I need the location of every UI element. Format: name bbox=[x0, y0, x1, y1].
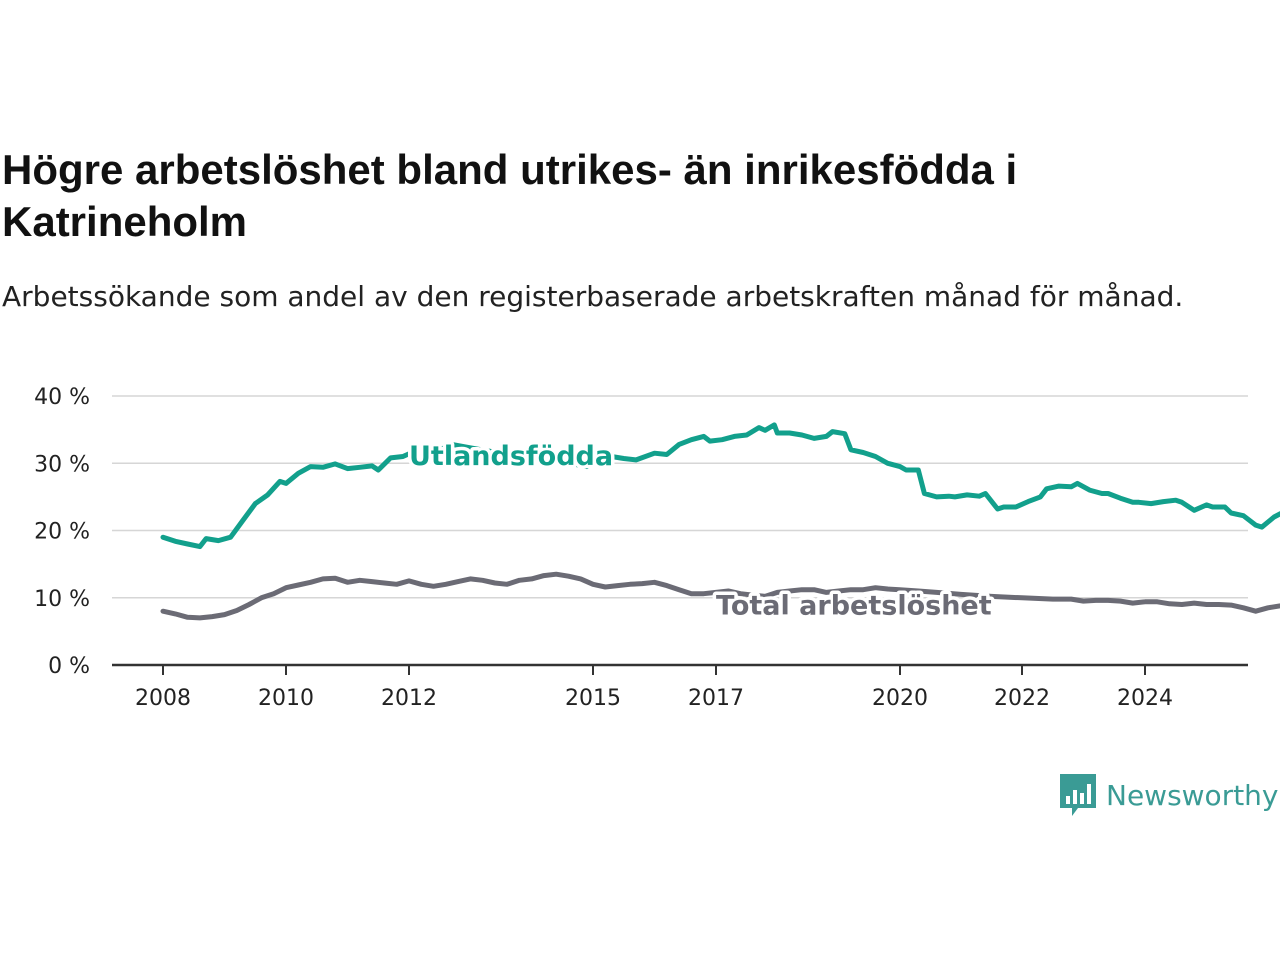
newsworthy-logo: Newsworthy bbox=[1058, 772, 1279, 818]
x-tick-label: 2022 bbox=[994, 686, 1050, 711]
chart-subtitle: Arbetssökande som andel av den registerb… bbox=[2, 280, 1184, 313]
series-line-utlandsfodda bbox=[160, 422, 1280, 550]
x-tick-label: 2024 bbox=[1117, 686, 1173, 711]
gridlines bbox=[112, 395, 1248, 599]
series-label-halo: Total arbetslöshet bbox=[716, 590, 992, 621]
series-label: Utlandsfödda bbox=[409, 441, 613, 472]
series-label-halo: Utlandsfödda bbox=[409, 441, 613, 472]
x-tick-label: 2020 bbox=[872, 686, 928, 711]
newsworthy-icon bbox=[1060, 774, 1096, 816]
y-tick-label: 30 % bbox=[34, 452, 90, 477]
brand-name: Newsworthy bbox=[1106, 778, 1279, 812]
x-tick-label: 2015 bbox=[565, 686, 621, 711]
y-tick-label: 20 % bbox=[34, 520, 90, 545]
series-label: Total arbetslöshet bbox=[716, 590, 992, 621]
y-tick-label: 40 % bbox=[34, 385, 90, 410]
series-labels: 22,2 %9,1 %UtlandsföddaUtlandsföddaTotal… bbox=[406, 438, 996, 625]
y-tick-label: 0 % bbox=[48, 654, 90, 679]
x-tick-label: 2008 bbox=[135, 686, 191, 711]
x-tick-label: 2012 bbox=[381, 686, 437, 711]
y-tick-label: 10 % bbox=[34, 587, 90, 612]
chart-title: Högre arbetslöshet bland utrikes- än inr… bbox=[2, 146, 1018, 245]
x-tick-label: 2017 bbox=[688, 686, 744, 711]
series-line-total bbox=[160, 571, 1280, 621]
x-axis: 2008 2010 2012 2015 2017 2020 2022 2024 bbox=[112, 663, 1248, 711]
y-axis-tick-labels: 0 % 10 % 20 % 30 % 40 % bbox=[34, 385, 90, 679]
x-tick-label: 2010 bbox=[258, 686, 314, 711]
series-lines bbox=[160, 422, 1280, 621]
